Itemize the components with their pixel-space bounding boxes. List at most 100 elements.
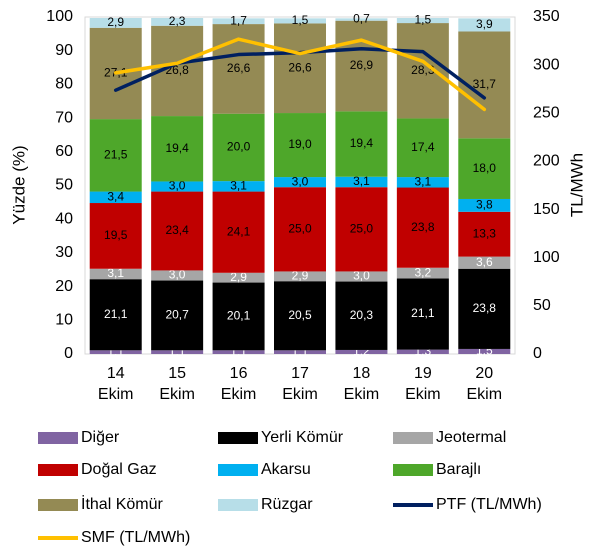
y-tick-label: 60 [55, 143, 73, 160]
data-label: 20,5 [288, 308, 312, 322]
x-tick-label: Ekim [405, 386, 441, 403]
bar-segment [274, 113, 326, 178]
bar-segment [212, 350, 265, 354]
legend-item: İthal Kömür [38, 494, 163, 513]
bar-segment [151, 18, 204, 26]
bar-segment [274, 350, 326, 354]
bar-segment [89, 203, 142, 269]
bar-segment [396, 18, 449, 24]
legend-label: Yerli Kömür [261, 429, 344, 446]
legend-label: Barajlı [436, 461, 481, 478]
bar-segment [335, 187, 388, 272]
data-label: 3,1 [353, 174, 370, 188]
bar-segment [89, 119, 142, 192]
data-label: 3,4 [107, 189, 124, 203]
bar-segment [212, 113, 265, 182]
bar-segment [458, 198, 511, 212]
bar-segment [89, 279, 142, 351]
data-label: 0,7 [353, 12, 370, 26]
bar-segment [396, 349, 449, 354]
x-tick-label: Ekim [159, 386, 195, 403]
legend-item: Diğer [38, 429, 120, 446]
x-tick-label: 15 [168, 365, 186, 382]
bar-segment [151, 181, 204, 192]
bar-segment [212, 18, 265, 25]
y2-tick-label: 50 [533, 297, 551, 314]
legend-item: Rüzgar [218, 496, 313, 513]
data-label: 3,1 [107, 266, 124, 280]
legend-label: PTF (TL/MWh) [436, 496, 542, 513]
bar-segment [89, 350, 142, 354]
bar-segment [458, 138, 511, 199]
y2-tick-label: 0 [533, 345, 542, 362]
bar-segment [151, 270, 204, 281]
x-tick-label: 17 [291, 365, 309, 382]
legend-item: Doğal Gaz [38, 461, 157, 478]
bar-segment [89, 191, 142, 204]
legend-label: Akarsu [261, 461, 311, 478]
x-axis: 14 Ekim 15 Ekim 16 Ekim 17 Ekim 18 Ekim 19 Ekim 20 Ek… [98, 365, 502, 403]
data-label: 23,8 [473, 301, 497, 315]
data-label: 3,9 [476, 17, 493, 31]
data-label: 17,4 [411, 140, 435, 154]
bar-segment [458, 18, 511, 32]
y-tick-label: 100 [46, 8, 73, 25]
y2-tick-label: 200 [533, 153, 560, 170]
data-label: 19,0 [288, 137, 312, 151]
data-label: 2,9 [292, 268, 309, 282]
bar-segment [396, 23, 449, 119]
bar-segment [335, 349, 388, 354]
y-tick-label: 10 [55, 312, 73, 329]
y-tick-label: 50 [55, 177, 73, 194]
bar-segment [274, 271, 326, 282]
x-tick-label: 18 [353, 365, 371, 382]
bar-segment [274, 23, 326, 114]
data-label: 20,0 [227, 140, 251, 154]
data-label: 21,1 [104, 307, 128, 321]
legend-item: PTF (TL/MWh) [393, 496, 542, 513]
bar-segment [274, 281, 326, 351]
data-label: 2,9 [230, 270, 247, 284]
x-tick-label: 19 [414, 365, 432, 382]
data-label: 3,6 [476, 255, 493, 269]
bar-segment [458, 268, 511, 349]
data-label: 21,1 [411, 306, 435, 320]
x-tick-label: Ekim [344, 386, 380, 403]
legend-swatch [393, 464, 433, 476]
data-label: 2,3 [169, 14, 186, 28]
data-label: 3,0 [292, 174, 309, 188]
bar-segment [335, 176, 388, 188]
y-tick-label: 0 [64, 345, 73, 362]
bar-segment [458, 348, 511, 354]
data-label: 19,4 [165, 141, 189, 155]
data-label: 23,8 [411, 220, 435, 234]
y-axis-left: 0 10 20 30 40 50 60 70 80 90 100 [46, 8, 73, 362]
y-axis-right: 0 50 100 150 200 250 300 350 [533, 8, 560, 362]
data-label: 1,7 [230, 13, 247, 27]
bar-segment [151, 280, 204, 351]
y-tick-label: 30 [55, 244, 73, 261]
bar-segment [396, 177, 449, 188]
y2-tick-label: 250 [533, 105, 560, 122]
y2-axis-title: TL/MWh [567, 153, 586, 217]
x-tick-label: 14 [107, 365, 125, 382]
legend-label: İthal Kömür [81, 494, 163, 513]
bar-segment [151, 350, 204, 354]
data-label: 3,0 [169, 179, 186, 193]
legend-swatch [38, 499, 78, 511]
legend-item: Akarsu [218, 461, 311, 478]
legend-item: Yerli Kömür [218, 429, 344, 446]
legend-label: Diğer [81, 429, 120, 446]
data-label: 1,5 [415, 13, 432, 27]
data-label: 2,9 [107, 15, 124, 29]
data-label: 3,1 [230, 179, 247, 193]
data-label: 23,4 [165, 223, 189, 237]
series-line [113, 37, 487, 112]
data-label: 19,4 [350, 136, 374, 150]
data-label: 31,7 [473, 77, 497, 91]
data-label: 18,0 [473, 161, 497, 175]
bar-segment [396, 187, 449, 268]
legend-swatch [218, 499, 258, 511]
data-label: 21,5 [104, 148, 128, 162]
